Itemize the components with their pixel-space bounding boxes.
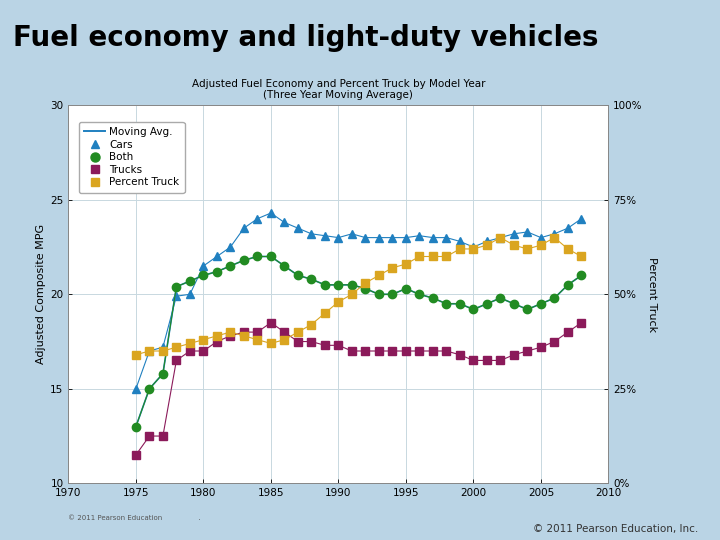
Y-axis label: Percent Truck: Percent Truck [647, 256, 657, 332]
Y-axis label: Adjusted Composite MPG: Adjusted Composite MPG [36, 224, 46, 364]
Text: © 2011 Pearson Education, Inc.: © 2011 Pearson Education, Inc. [533, 523, 698, 534]
Text: Fuel economy and light-duty vehicles: Fuel economy and light-duty vehicles [13, 24, 598, 52]
Text: © 2011 Pearson Education                .: © 2011 Pearson Education . [68, 515, 201, 522]
Legend: Moving Avg., Cars, Both, Trucks, Percent Truck: Moving Avg., Cars, Both, Trucks, Percent… [79, 122, 184, 193]
Title: Adjusted Fuel Economy and Percent Truck by Model Year
(Three Year Moving Average: Adjusted Fuel Economy and Percent Truck … [192, 79, 485, 100]
